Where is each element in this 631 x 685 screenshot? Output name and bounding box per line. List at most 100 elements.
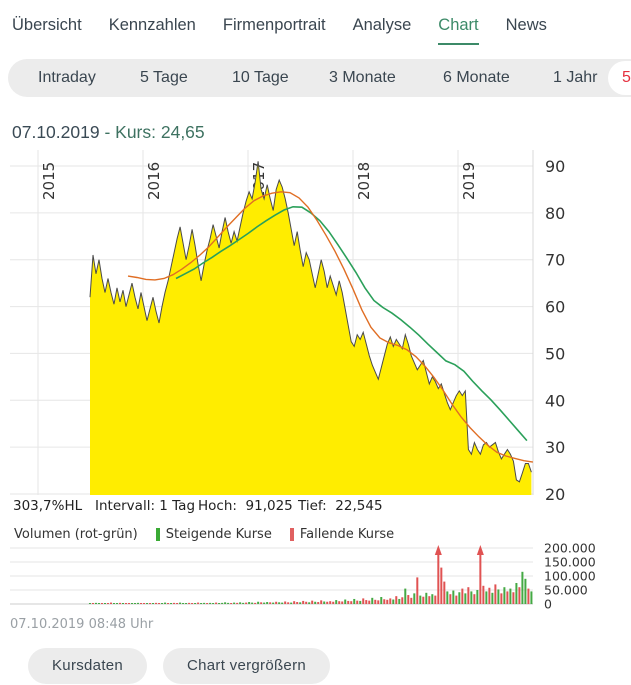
main-nav: Übersicht Kennzahlen Firmenportrait Anal… — [12, 16, 547, 45]
volume-bar — [302, 600, 305, 604]
volume-bar — [416, 577, 419, 604]
volume-bar — [497, 589, 500, 604]
chart-enlarge-button[interactable]: Chart vergrößern — [163, 648, 331, 684]
volume-bar — [212, 603, 215, 604]
volume-bar — [257, 601, 260, 604]
chart-timestamp: 07.10.2019 08:48 Uhr — [10, 617, 154, 632]
volume-bar — [278, 602, 281, 604]
volume-bar — [106, 603, 109, 604]
tab-5-tage[interactable]: 5 Tage — [140, 69, 188, 86]
volume-bar — [455, 595, 458, 604]
volume-bar — [94, 602, 97, 604]
volume-bar — [383, 599, 386, 604]
nav-item-firmenportrait[interactable]: Firmenportrait — [222, 16, 326, 34]
volume-bar — [103, 603, 106, 604]
volume-bar — [221, 602, 224, 604]
volume-bar — [401, 597, 404, 604]
kursdaten-button[interactable]: Kursdaten — [28, 648, 148, 684]
volume-bar — [344, 599, 347, 604]
volume-bar — [137, 602, 140, 604]
volume-bar — [512, 592, 515, 604]
volume-bar — [446, 591, 449, 604]
ma-fast-line — [127, 191, 534, 463]
volume-bar — [281, 602, 284, 604]
volume-bar — [386, 599, 389, 604]
volume-bar — [197, 602, 200, 604]
volume-bar — [470, 591, 473, 604]
volume-bar — [173, 602, 176, 604]
volume-bar — [335, 600, 338, 604]
volume-bar — [317, 602, 320, 604]
quote-date: 07.10.2019 — [12, 122, 100, 142]
tab-3-monate[interactable]: 3 Monate — [329, 69, 396, 86]
volume-bar — [521, 571, 524, 604]
volume-bar — [371, 597, 374, 604]
nav-item-kennzahlen[interactable]: Kennzahlen — [108, 16, 196, 34]
stat-hoch: Hoch: 91,025 — [198, 498, 293, 514]
volume-bar — [134, 603, 137, 604]
volume-bar — [116, 603, 119, 604]
volume-bar — [341, 601, 344, 604]
volume-bar — [109, 602, 112, 604]
volume-bar — [296, 602, 299, 604]
nav-item-uebersicht[interactable]: Übersicht — [12, 16, 82, 34]
tab-5-jahre-selected[interactable]: 5 — [608, 61, 631, 95]
price-axis-label: 20 — [545, 485, 565, 504]
volume-bar — [206, 603, 209, 604]
stat-hl: 303,7%HL — [13, 498, 83, 514]
stat-intervall: Intervall: 1 Tag — [95, 498, 196, 514]
volume-axis-label: 100.000 — [544, 569, 596, 584]
price-area — [90, 161, 532, 496]
volume-bar — [500, 593, 503, 604]
nav-item-chart[interactable]: Chart — [438, 16, 479, 45]
nav-item-analyse[interactable]: Analyse — [352, 16, 412, 34]
price-axis-label: 70 — [545, 251, 565, 270]
volume-bar — [365, 600, 368, 604]
volume-bar — [185, 603, 188, 604]
volume-bar — [91, 603, 94, 604]
volume-bar — [404, 588, 407, 604]
volume-bar — [458, 592, 461, 604]
volume-bar — [443, 581, 446, 604]
volume-bar — [473, 594, 476, 604]
volume-bar — [488, 587, 491, 604]
volume-bar — [461, 588, 464, 604]
legend-up-label: Steigende Kurse — [165, 526, 272, 542]
volume-axis-label: 150.000 — [544, 555, 596, 570]
tab-6-monate[interactable]: 6 Monate — [443, 69, 510, 86]
stat-tief: Tief: 22,545 — [298, 498, 383, 514]
volume-bar — [308, 602, 311, 604]
volume-bar — [356, 600, 359, 604]
volume-bar — [209, 602, 212, 604]
volume-bar — [323, 601, 326, 604]
volume-bar — [434, 595, 437, 604]
price-axis-label: 60 — [545, 298, 565, 317]
volume-bar — [515, 583, 518, 604]
tab-1-jahr[interactable]: 1 Jahr — [553, 69, 598, 86]
year-axis-label: 2016 — [145, 162, 163, 200]
volume-bar — [377, 600, 380, 604]
volume-bar — [176, 603, 179, 604]
volume-bar — [143, 603, 146, 604]
volume-bar — [179, 602, 182, 604]
volume-bar — [224, 602, 227, 604]
price-chart[interactable]: 203040506070809020152016201720182019 — [0, 140, 631, 512]
volume-bar — [485, 591, 488, 604]
volume-bar — [350, 601, 353, 604]
volume-bar — [398, 598, 401, 604]
tab-10-tage[interactable]: 10 Tage — [232, 69, 289, 86]
year-axis-label: 2018 — [355, 162, 373, 200]
nav-item-news[interactable]: News — [505, 16, 547, 34]
volume-bar — [290, 602, 293, 604]
tab-intraday[interactable]: Intraday — [38, 69, 96, 86]
volume-bar — [491, 592, 494, 604]
volume-bar — [476, 590, 479, 604]
volume-bar — [200, 603, 203, 604]
down-color-chip — [289, 527, 294, 541]
volume-bar — [248, 602, 251, 604]
volume-overflow-bar — [479, 554, 482, 604]
volume-bar — [272, 602, 275, 604]
volume-bar — [125, 603, 128, 604]
volume-bar — [245, 602, 248, 604]
